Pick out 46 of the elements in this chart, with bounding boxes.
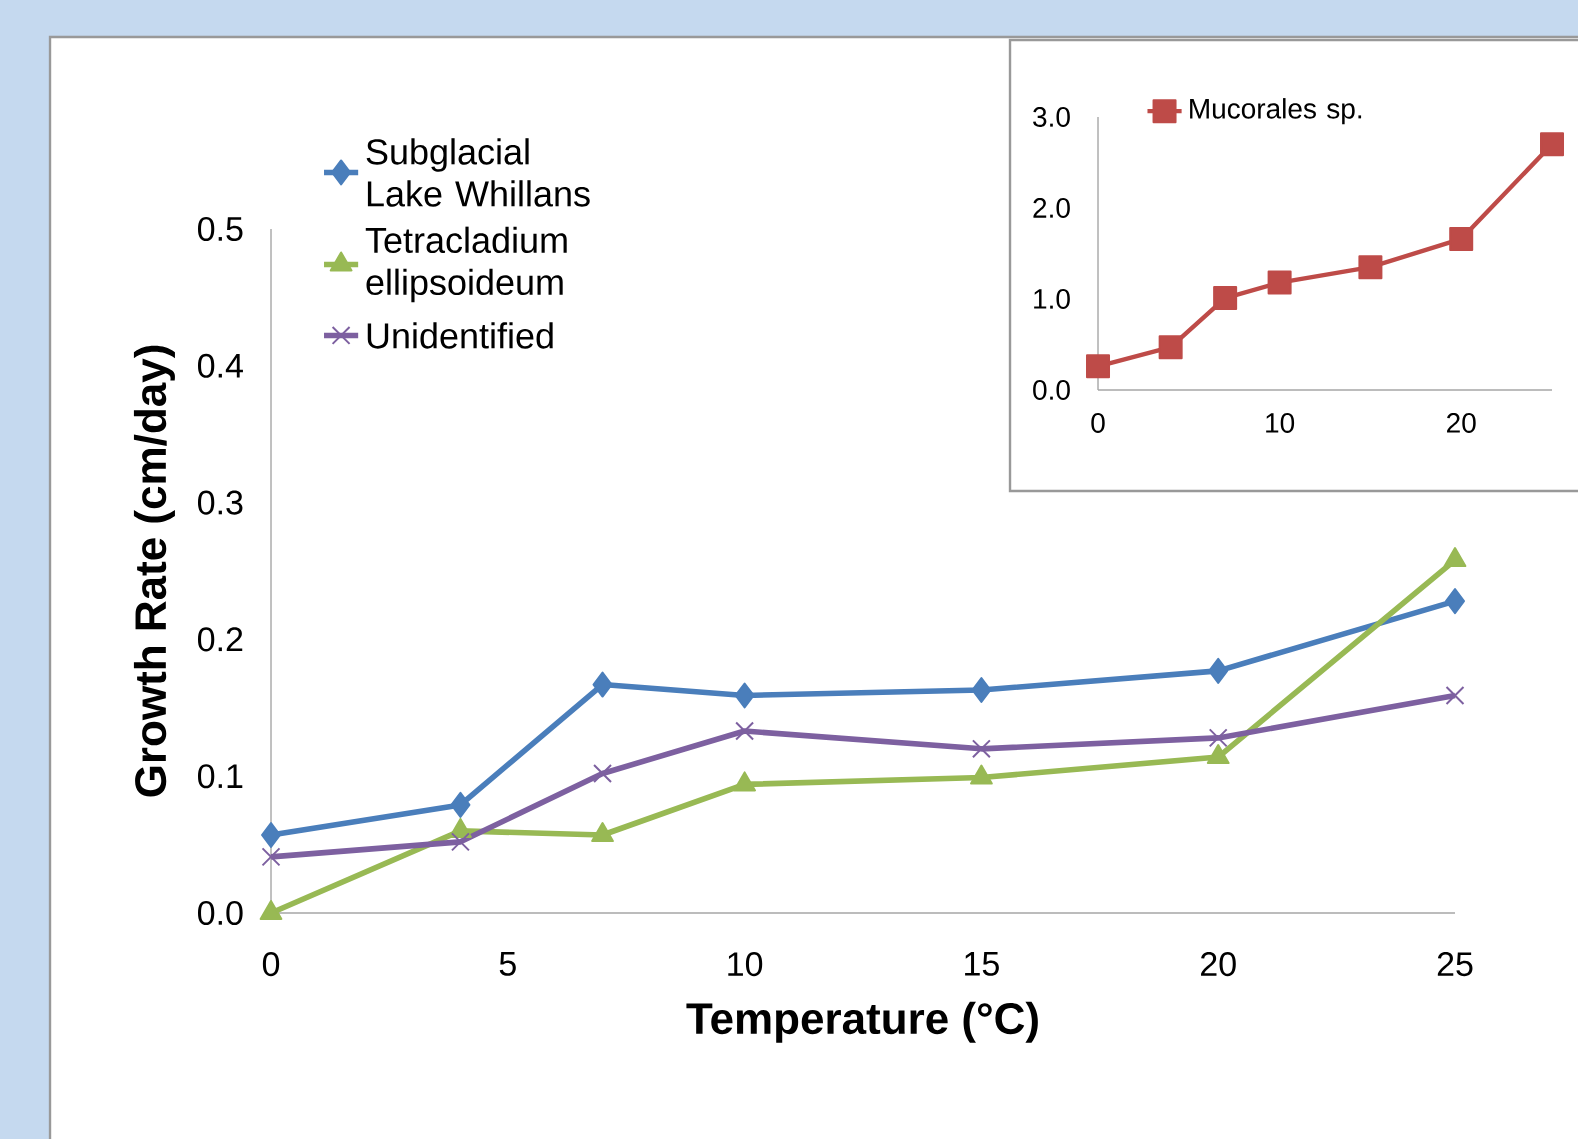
y-tick-label: 2.0: [1033, 198, 1070, 218]
point: [1358, 255, 1383, 280]
y-tick-label: 3.0: [1033, 107, 1070, 127]
point: [1213, 286, 1238, 311]
point: [735, 721, 755, 741]
point: [734, 682, 755, 709]
point: [592, 671, 613, 698]
legend-label: Tetracladium ellipsoideum: [365, 226, 567, 303]
point: [1449, 226, 1474, 251]
x-tick-label: 5: [499, 952, 516, 976]
point: [1158, 335, 1183, 360]
y-tick-label: 0.0: [1033, 380, 1070, 400]
y-axis-title: Growth Rate (cm/day): [133, 345, 175, 797]
y-tick-label: 0.3: [198, 490, 243, 515]
y-tick-label: 0.1: [198, 764, 243, 789]
y-tick-label: 0.0: [198, 900, 243, 926]
x-tick-label: 20: [1201, 952, 1236, 977]
point: [1540, 132, 1565, 157]
point: [1445, 588, 1466, 615]
point: [1445, 685, 1465, 705]
legend-label: Unidentified: [367, 322, 553, 349]
x-tick-label: 20: [1447, 413, 1476, 433]
point: [261, 822, 282, 849]
point: [971, 739, 991, 759]
legend-label: Mucorales sp.: [1190, 98, 1362, 125]
y-tick-label: 1.0: [1034, 289, 1070, 309]
x-axis-title: Temperature (°C): [686, 1001, 1038, 1043]
point: [450, 832, 470, 852]
y-tick-label: 0.5: [198, 216, 243, 242]
point: [450, 791, 471, 818]
y-tick-label: 0.4: [198, 353, 243, 378]
point: [593, 763, 613, 783]
x-tick-label: 15: [965, 952, 999, 976]
x-tick-label: 25: [1437, 952, 1473, 977]
x-tick-label: 0: [262, 952, 280, 977]
point: [1267, 270, 1292, 295]
point: [261, 847, 281, 867]
y-tick-label: 0.2: [198, 627, 243, 652]
legend-label: Subglacial Lake Whillans: [366, 138, 590, 207]
point: [1208, 657, 1229, 684]
point: [1208, 728, 1228, 748]
x-tick-label: 10: [728, 952, 763, 977]
point: [1086, 354, 1111, 379]
point: [971, 677, 992, 704]
x-tick-label: 10: [1266, 413, 1295, 433]
x-tick-label: 0: [1091, 413, 1105, 433]
